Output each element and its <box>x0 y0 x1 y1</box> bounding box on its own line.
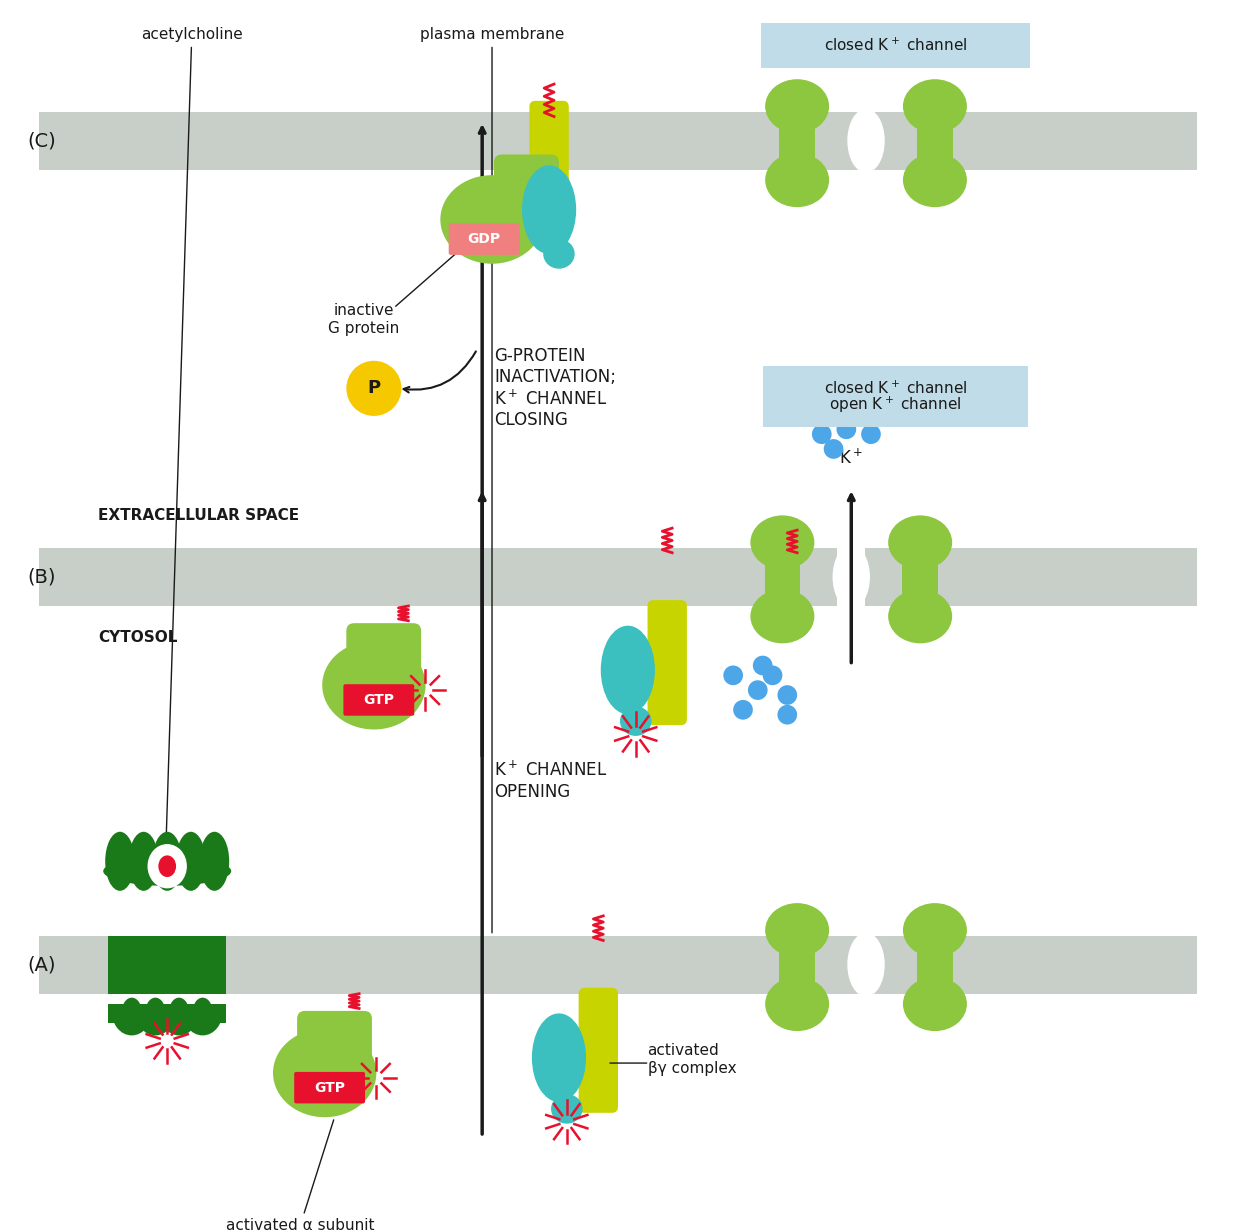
Ellipse shape <box>146 997 166 1025</box>
Circle shape <box>723 666 743 686</box>
Ellipse shape <box>543 239 575 268</box>
Text: activated
βγ complex: activated βγ complex <box>648 1044 737 1076</box>
Text: (A): (A) <box>27 955 56 974</box>
FancyBboxPatch shape <box>763 382 1028 427</box>
Bar <box>902 559 938 613</box>
Ellipse shape <box>765 904 829 958</box>
Text: (C): (C) <box>27 132 56 150</box>
FancyBboxPatch shape <box>346 623 421 688</box>
Ellipse shape <box>833 545 870 609</box>
Circle shape <box>748 681 768 700</box>
Ellipse shape <box>904 904 967 958</box>
Ellipse shape <box>750 516 815 570</box>
Circle shape <box>763 666 782 686</box>
Bar <box>179 936 203 993</box>
Ellipse shape <box>904 153 967 207</box>
FancyBboxPatch shape <box>494 155 559 214</box>
Ellipse shape <box>904 79 967 133</box>
Ellipse shape <box>122 997 142 1025</box>
Bar <box>40 548 1196 606</box>
Bar <box>917 947 953 1001</box>
FancyBboxPatch shape <box>449 223 519 255</box>
FancyBboxPatch shape <box>294 1072 365 1103</box>
Bar <box>156 936 179 993</box>
Ellipse shape <box>889 516 952 570</box>
Text: plasma membrane: plasma membrane <box>420 27 564 933</box>
Text: GTP: GTP <box>363 693 394 707</box>
Bar <box>40 112 1196 170</box>
Bar <box>780 947 815 1001</box>
Ellipse shape <box>765 977 829 1032</box>
Ellipse shape <box>601 625 655 714</box>
Circle shape <box>812 425 832 444</box>
Bar <box>108 936 132 993</box>
Ellipse shape <box>105 832 135 891</box>
Text: closed K$^+$ channel: closed K$^+$ channel <box>824 379 968 398</box>
Text: activated α subunit: activated α subunit <box>226 1120 375 1231</box>
Bar <box>838 543 865 611</box>
Ellipse shape <box>273 1029 376 1118</box>
Circle shape <box>823 439 843 459</box>
Bar <box>917 123 953 177</box>
Circle shape <box>837 420 857 439</box>
Ellipse shape <box>889 590 952 644</box>
Ellipse shape <box>158 856 176 876</box>
Ellipse shape <box>169 997 189 1025</box>
FancyBboxPatch shape <box>344 684 414 715</box>
Text: K$^+$: K$^+$ <box>839 448 863 468</box>
Circle shape <box>777 686 797 705</box>
Bar <box>40 936 1196 993</box>
Text: EXTRACELLULAR SPACE: EXTRACELLULAR SPACE <box>99 508 299 523</box>
Text: (B): (B) <box>27 567 56 586</box>
Circle shape <box>753 656 772 676</box>
Bar <box>203 936 226 993</box>
Text: P: P <box>367 379 381 398</box>
FancyBboxPatch shape <box>578 987 618 1113</box>
Bar <box>765 559 800 613</box>
Ellipse shape <box>200 832 229 891</box>
Ellipse shape <box>848 108 885 172</box>
Text: inactive
G protein: inactive G protein <box>329 303 399 336</box>
Circle shape <box>733 700 753 720</box>
Ellipse shape <box>176 832 205 891</box>
Text: acetylcholine: acetylcholine <box>141 27 242 865</box>
Ellipse shape <box>152 832 182 891</box>
Circle shape <box>861 425 881 444</box>
Text: CYTOSOL: CYTOSOL <box>99 630 178 645</box>
Ellipse shape <box>620 707 651 736</box>
Circle shape <box>777 705 797 725</box>
Circle shape <box>346 361 402 416</box>
Ellipse shape <box>551 1094 582 1124</box>
Text: G-PROTEIN
INACTIVATION;
K$^+$ CHANNEL
CLOSING: G-PROTEIN INACTIVATION; K$^+$ CHANNEL CL… <box>494 347 616 430</box>
FancyBboxPatch shape <box>297 1011 372 1076</box>
FancyBboxPatch shape <box>529 101 569 240</box>
Ellipse shape <box>765 79 829 133</box>
Ellipse shape <box>129 832 158 891</box>
FancyBboxPatch shape <box>648 599 687 725</box>
Ellipse shape <box>765 153 829 207</box>
Text: K$^+$ CHANNEL
OPENING: K$^+$ CHANNEL OPENING <box>494 761 607 800</box>
Bar <box>108 1003 226 1023</box>
Ellipse shape <box>848 933 885 997</box>
Ellipse shape <box>147 844 187 889</box>
Ellipse shape <box>440 175 544 263</box>
Ellipse shape <box>193 997 213 1025</box>
Ellipse shape <box>750 590 815 644</box>
Bar <box>780 123 815 177</box>
Text: GDP: GDP <box>467 233 501 246</box>
Ellipse shape <box>104 857 231 886</box>
Text: open K$^+$ channel: open K$^+$ channel <box>829 394 962 415</box>
FancyBboxPatch shape <box>763 366 1028 411</box>
Ellipse shape <box>323 641 425 730</box>
Text: closed K$^+$ channel: closed K$^+$ channel <box>824 37 968 54</box>
FancyBboxPatch shape <box>760 23 1031 68</box>
Ellipse shape <box>531 1013 586 1102</box>
Ellipse shape <box>522 165 576 254</box>
Ellipse shape <box>904 977 967 1032</box>
Text: GTP: GTP <box>314 1081 345 1094</box>
Bar <box>132 936 156 993</box>
